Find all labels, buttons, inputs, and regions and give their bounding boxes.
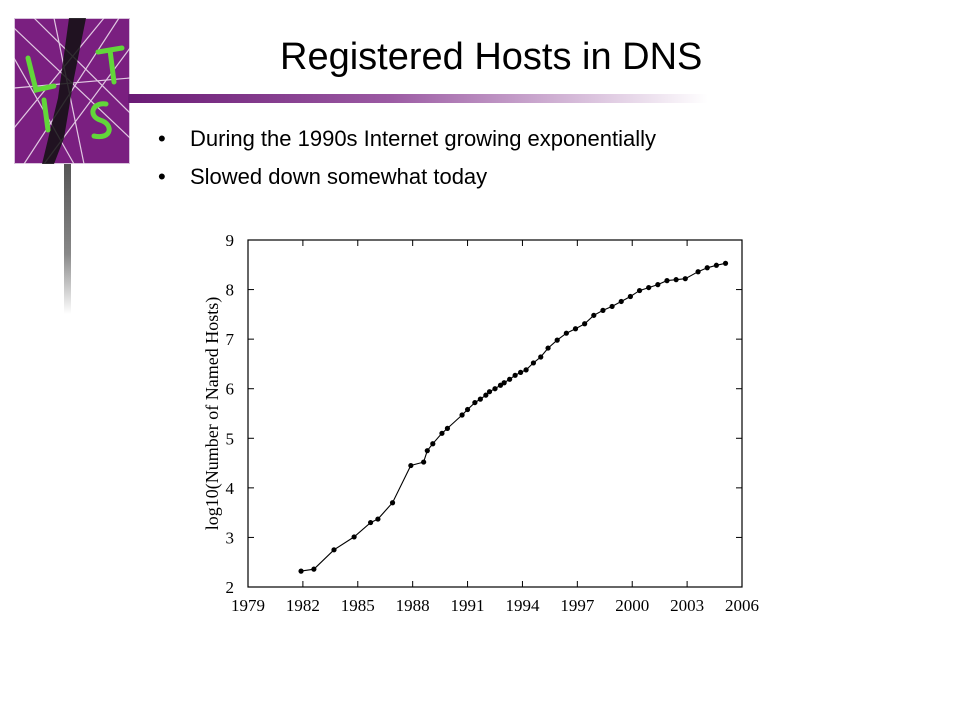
data-point <box>591 312 597 318</box>
data-point <box>682 276 688 282</box>
data-point <box>713 262 719 268</box>
x-tick-label: 1979 <box>231 596 265 615</box>
x-tick-label: 1988 <box>396 596 430 615</box>
data-point <box>497 382 504 388</box>
data-point <box>655 282 661 288</box>
y-tick-label: 4 <box>226 479 235 498</box>
y-tick-label: 2 <box>226 578 235 597</box>
data-point <box>444 425 451 431</box>
data-point <box>538 354 544 360</box>
data-point <box>375 516 381 522</box>
bullet-text: Slowed down somewhat today <box>190 164 488 189</box>
bullet-item: • During the 1990s Internet growing expon… <box>158 120 656 158</box>
data-point <box>459 412 465 418</box>
data-point <box>572 326 579 332</box>
data-point <box>298 568 304 574</box>
bullet-text: During the 1990s Internet growing expone… <box>190 126 656 151</box>
data-point <box>477 396 483 402</box>
x-tick-label: 1985 <box>341 596 375 615</box>
y-tick-label: 6 <box>226 380 235 399</box>
title-underline <box>128 94 708 103</box>
slide-title: Registered Hosts in DNS <box>280 36 703 78</box>
data-point <box>430 441 436 447</box>
data-point <box>492 386 498 392</box>
data-point <box>523 367 529 373</box>
left-accent-bar <box>64 164 71 314</box>
data-point <box>518 369 524 375</box>
data-point <box>367 519 374 526</box>
y-tick-label: 8 <box>226 281 235 300</box>
data-point <box>408 462 414 469</box>
data-point <box>512 372 518 378</box>
data-point <box>609 303 615 310</box>
bullet-item: • Slowed down somewhat today <box>158 158 656 196</box>
data-point <box>464 406 471 413</box>
data-point <box>563 330 569 336</box>
data-point <box>646 284 652 291</box>
data-point <box>600 307 606 313</box>
data-point <box>664 278 670 284</box>
data-point <box>507 376 513 382</box>
data-point <box>627 293 633 300</box>
data-point <box>389 500 396 506</box>
data-point <box>530 360 537 366</box>
data-point <box>673 277 679 283</box>
data-point <box>582 321 588 327</box>
x-tick-label: 1994 <box>505 596 540 615</box>
x-tick-label: 2003 <box>670 596 704 615</box>
data-point <box>722 260 729 266</box>
x-tick-label: 2000 <box>615 596 649 615</box>
data-point <box>501 380 507 386</box>
series-line <box>301 262 726 572</box>
data-point <box>351 534 357 540</box>
bullet-list: • During the 1990s Internet growing expon… <box>158 120 656 196</box>
data-point <box>618 298 624 305</box>
x-tick-label: 1982 <box>286 596 320 615</box>
data-point <box>311 566 317 572</box>
data-point <box>331 547 337 553</box>
data-point <box>424 448 430 454</box>
plot-frame <box>247 239 743 588</box>
y-tick-label: 5 <box>226 429 235 448</box>
x-tick-label: 1997 <box>560 596 595 615</box>
x-tick-label: 1991 <box>451 596 485 615</box>
data-point <box>695 269 701 275</box>
data-point <box>483 392 489 398</box>
data-point <box>545 345 551 351</box>
y-tick-label: 3 <box>226 528 235 547</box>
y-axis-label: log10(Number of Named Hosts) <box>202 297 223 530</box>
x-tick-label: 2006 <box>725 596 759 615</box>
data-point <box>486 389 493 395</box>
y-tick-label: 7 <box>226 330 235 349</box>
data-point <box>636 287 643 294</box>
data-point <box>704 265 710 271</box>
bullet-marker: • <box>158 126 166 151</box>
data-point <box>472 399 478 406</box>
data-point <box>554 337 560 343</box>
y-tick-label: 9 <box>226 231 235 250</box>
data-point <box>421 459 427 465</box>
list-logo-icon <box>14 18 130 164</box>
bullet-marker: • <box>158 164 166 189</box>
data-point <box>439 430 445 436</box>
hosts-line-chart: 1979 1982 1985 1988 1991 1994 1997 2000 2003 2006… <box>202 231 759 615</box>
